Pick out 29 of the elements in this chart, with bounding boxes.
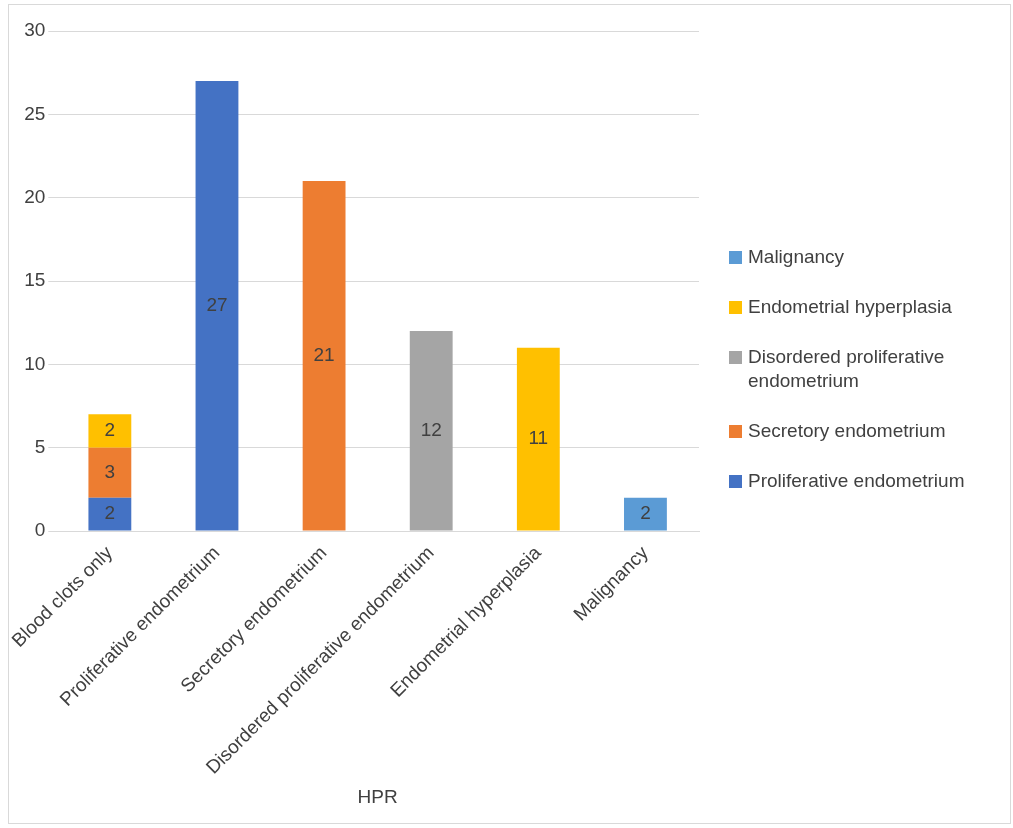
- bar: [516, 347, 560, 531]
- y-tick-label: 25: [24, 102, 46, 124]
- bar: [88, 497, 132, 531]
- y-tick-label: 0: [34, 519, 46, 541]
- data-label: 2: [104, 419, 116, 441]
- legend-label: Malignancy: [748, 245, 845, 269]
- y-tick-label: 5: [34, 435, 46, 457]
- data-label: 2: [640, 502, 651, 524]
- bar: [409, 331, 453, 531]
- data-label: 11: [528, 427, 549, 449]
- legend-label: Endometrial hyperplasia: [748, 295, 952, 319]
- y-tick-label: 10: [24, 352, 46, 374]
- y-tick-label: 20: [24, 185, 46, 207]
- x-axis-title: HPR: [357, 785, 398, 807]
- bar: [88, 414, 132, 448]
- legend-label: Secretory endometrium: [748, 419, 946, 443]
- bar: [624, 497, 667, 531]
- data-label: 3: [104, 460, 116, 482]
- data-label: 12: [420, 419, 442, 441]
- bar: [302, 181, 346, 531]
- y-tick-label: 15: [24, 269, 46, 291]
- y-tick-label: 30: [24, 19, 46, 41]
- data-label: 27: [206, 294, 228, 316]
- bar: [88, 447, 132, 498]
- data-label: 21: [313, 344, 335, 366]
- data-label: 2: [104, 502, 116, 524]
- legend-label: Disordered proliferative endometrium: [748, 345, 946, 393]
- bar: [195, 81, 239, 531]
- legend-label: Proliferative endometrium: [748, 469, 965, 493]
